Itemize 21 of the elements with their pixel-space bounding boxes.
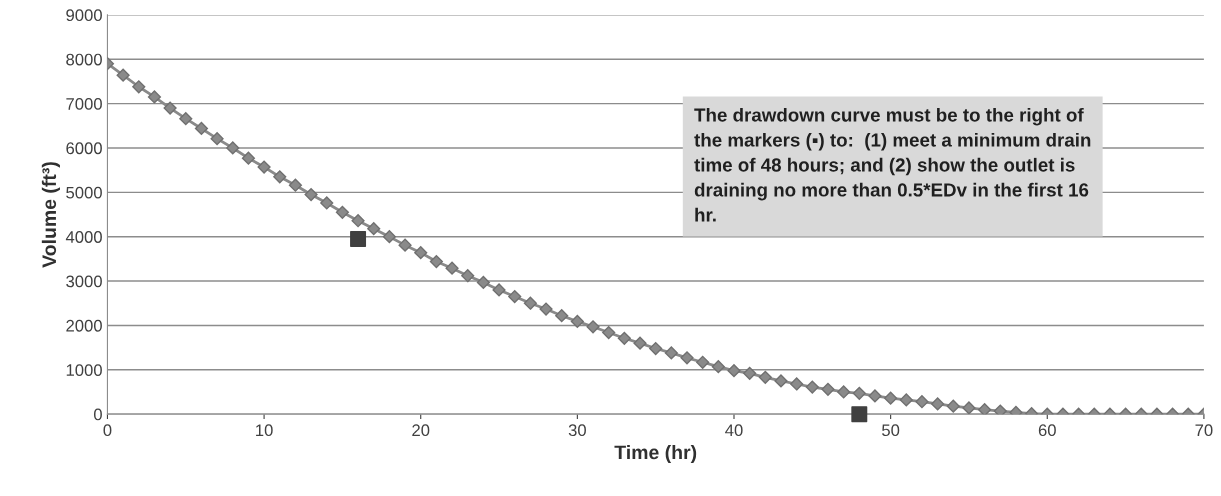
y-axis-title: Volume (ft³): [41, 162, 60, 268]
x-tick-label: 40: [725, 424, 743, 437]
y-tick-label: 1000: [66, 364, 102, 376]
x-tick-label: 60: [1038, 424, 1056, 437]
x-tick-label: 20: [412, 424, 430, 437]
x-axis-title: Time (hr): [614, 444, 697, 464]
annotation: The drawdown curve must be to the right of the markers (▪) to: (1) meet a minimum drain time of 48 hours; and (2) show the outlet is draining no more than 0.5*EDv in the first 16 hr.: [694, 107, 1091, 222]
y-tick-label: 2000: [66, 319, 102, 332]
y-tick-label: 4000: [65, 231, 102, 243]
y-tick-label: 0: [93, 408, 102, 421]
y-tick-label: 3000: [66, 275, 102, 288]
x-tick-label: 10: [256, 424, 273, 437]
y-tick-label: 8000: [66, 53, 102, 66]
y-tick-label: 5000: [66, 186, 102, 199]
x-tick-label: 50: [882, 424, 900, 437]
y-tick-label: 9000: [66, 9, 102, 22]
y-tick-label: 6000: [66, 142, 102, 155]
x-tick-label: 70: [1195, 424, 1213, 437]
x-tick-label: 0: [103, 424, 112, 437]
x-tick-label: 30: [568, 424, 586, 437]
y-tick-label: 7000: [66, 98, 102, 110]
